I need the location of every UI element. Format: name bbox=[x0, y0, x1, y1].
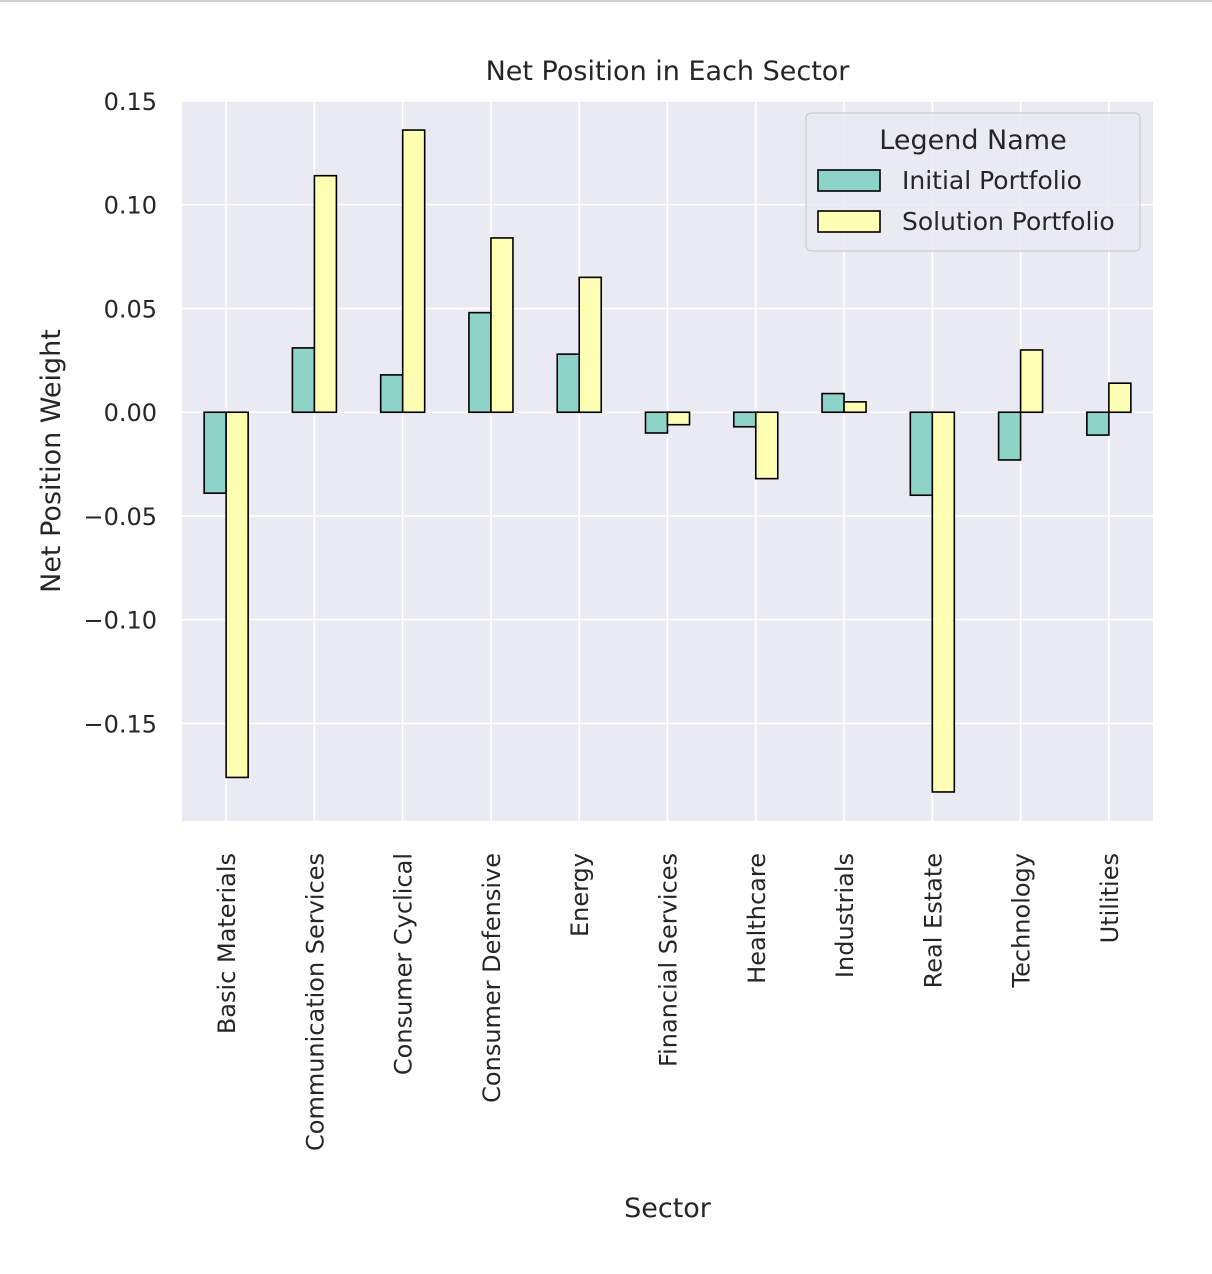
bar-solution-consumer-cyclical bbox=[401, 129, 426, 414]
y-tick-label: 0.00 bbox=[104, 399, 157, 427]
bar-solution-basic-materials bbox=[225, 411, 249, 779]
x-tick-label: Communication Services bbox=[301, 853, 329, 1151]
legend-label-solution: Solution Portfolio bbox=[902, 207, 1115, 236]
bar-solution-consumer-defensive bbox=[490, 237, 514, 414]
bar-initial-consumer-cyclical bbox=[379, 374, 404, 414]
bar-solution-utilities bbox=[1108, 382, 1132, 414]
x-tick-label: Healthcare bbox=[743, 853, 771, 984]
y-tick-label: 0.05 bbox=[104, 295, 157, 323]
y-tick-label: −0.05 bbox=[83, 503, 157, 531]
legend-swatch-initial bbox=[817, 169, 881, 192]
bar-initial-utilities bbox=[1086, 411, 1110, 436]
x-axis-label: Sector bbox=[624, 1193, 712, 1224]
bar-solution-real-estate bbox=[931, 411, 956, 793]
x-tick-label: Energy bbox=[566, 853, 594, 937]
bar-solution-financial-services bbox=[666, 411, 691, 426]
bars bbox=[203, 129, 1132, 793]
x-axis-ticks: Basic Materials Communication Services Con… bbox=[213, 853, 1124, 1151]
y-tick-label: −0.10 bbox=[83, 607, 157, 635]
legend-swatch-solution bbox=[817, 210, 881, 233]
bar-initial-communication-services bbox=[291, 347, 316, 414]
bar-solution-industrials bbox=[843, 401, 867, 414]
bar-initial-industrials bbox=[821, 392, 845, 414]
bar-initial-technology bbox=[997, 411, 1022, 461]
x-tick-label: Financial Services bbox=[655, 853, 683, 1067]
legend-label-initial: Initial Portfolio bbox=[902, 166, 1082, 195]
bar-initial-financial-services bbox=[644, 411, 669, 434]
bar-solution-energy bbox=[578, 276, 603, 414]
bar-solution-communication-services bbox=[313, 174, 338, 414]
bar-initial-basic-materials bbox=[203, 411, 227, 494]
chart-title: Net Position in Each Sector bbox=[486, 56, 851, 87]
x-tick-label: Utilities bbox=[1096, 853, 1124, 943]
y-axis-label: Net Position Weight bbox=[36, 329, 67, 593]
bar-initial-consumer-defensive bbox=[468, 311, 492, 414]
y-axis-ticks: 0.15 0.10 0.05 0.00 −0.05 −0.10 −0.15 bbox=[83, 88, 157, 738]
bar-initial-healthcare bbox=[732, 411, 757, 428]
legend: Legend Name Initial Portfolio Solution Por… bbox=[805, 112, 1141, 252]
x-tick-label: Basic Materials bbox=[213, 853, 241, 1034]
bar-solution-healthcare bbox=[754, 411, 779, 480]
bar-initial-real-estate bbox=[909, 411, 934, 497]
legend-frame bbox=[805, 112, 1141, 252]
legend-title: Legend Name bbox=[879, 125, 1066, 156]
x-tick-label: Industrials bbox=[831, 853, 859, 978]
x-tick-label: Technology bbox=[1008, 853, 1036, 988]
y-tick-label: 0.10 bbox=[104, 192, 157, 220]
bar-solution-technology bbox=[1019, 349, 1044, 414]
x-tick-label: Real Estate bbox=[919, 853, 947, 988]
x-tick-label: Consumer Defensive bbox=[478, 853, 506, 1103]
bar-initial-energy bbox=[556, 353, 581, 414]
top-divider bbox=[0, 0, 1212, 2]
y-tick-label: −0.15 bbox=[83, 710, 157, 738]
y-tick-label: 0.15 bbox=[104, 88, 157, 116]
x-tick-label: Consumer Cyclical bbox=[390, 853, 418, 1075]
